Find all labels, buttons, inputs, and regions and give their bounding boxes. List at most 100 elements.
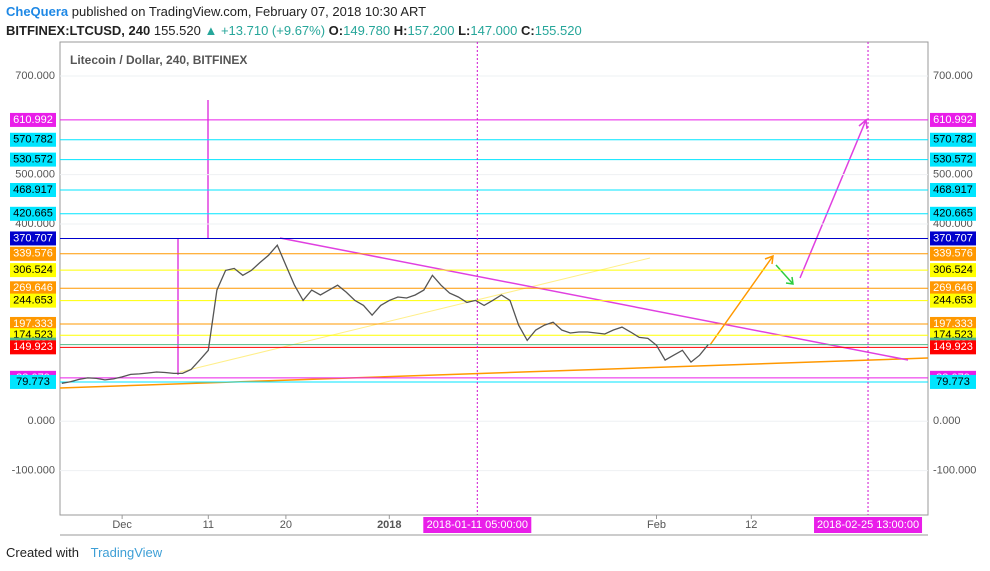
level-label: 244.653 xyxy=(13,295,53,307)
created-with: Created with xyxy=(6,545,79,560)
level-label: 197.333 xyxy=(933,318,973,330)
y-tick-label: 400.000 xyxy=(933,218,973,230)
level-badge xyxy=(10,281,56,296)
level-badge xyxy=(930,340,976,355)
level-label: 306.524 xyxy=(933,264,973,276)
crosshair-badge xyxy=(423,517,532,533)
level-label: 339.576 xyxy=(13,248,53,260)
level-badge xyxy=(10,152,56,167)
x-tick-label: 2018 xyxy=(377,519,401,531)
level-label: 420.665 xyxy=(933,208,973,220)
level-label: 244.653 xyxy=(933,295,973,307)
level-badge xyxy=(10,374,56,389)
y-tick-label: 700.000 xyxy=(933,70,973,82)
author[interactable]: CheQuera xyxy=(6,4,69,19)
brand[interactable]: TradingView xyxy=(90,545,163,560)
y-tick-label: 500.000 xyxy=(15,169,55,181)
crosshair-label: 2018-01-11 05:00:00 xyxy=(427,519,528,531)
y-tick-label: -100.000 xyxy=(933,465,976,477)
quote-line: BITFINEX:LTCUSD, 240 155.520 ▲ +13.710 (… xyxy=(6,23,582,38)
level-label: 370.707 xyxy=(13,232,53,244)
trend-line xyxy=(279,237,909,361)
level-badge xyxy=(930,132,976,147)
y-tick-label: 0.000 xyxy=(933,415,961,427)
level-label: 370.707 xyxy=(933,232,973,244)
level-label: 420.665 xyxy=(13,208,53,220)
level-label: 610.992 xyxy=(933,114,973,126)
open-key: O: xyxy=(328,23,344,38)
level-label: 269.646 xyxy=(13,282,53,294)
close: 155.520 xyxy=(534,23,582,38)
x-tick-label: 12 xyxy=(745,519,757,531)
change: +13.710 (+9.67%) xyxy=(220,23,326,38)
level-label: 197.333 xyxy=(13,318,53,330)
level-badge xyxy=(10,293,56,308)
plot-frame xyxy=(59,41,929,516)
drawings xyxy=(59,100,929,389)
low: 147.000 xyxy=(470,23,518,38)
y-tick-label: 400.000 xyxy=(15,218,55,230)
level-badge xyxy=(10,263,56,278)
footer: Created with TradingView xyxy=(6,545,162,560)
level-label: 610.992 xyxy=(13,114,53,126)
high-key: H: xyxy=(393,23,408,38)
x-tick-label: Dec xyxy=(112,519,132,531)
level-badge xyxy=(930,374,976,389)
level-badge xyxy=(930,183,976,198)
level-label: 530.572 xyxy=(933,154,973,166)
trend-line xyxy=(59,357,929,389)
publish-line: CheQuera published on TradingView.com, F… xyxy=(6,4,426,19)
level-badge xyxy=(10,132,56,147)
level-badge xyxy=(930,293,976,308)
level-badge xyxy=(10,316,56,331)
level-badge xyxy=(10,231,56,246)
level-badge xyxy=(930,231,976,246)
level-label: 79.773 xyxy=(936,376,970,388)
close-key: C: xyxy=(521,23,535,38)
level-badge xyxy=(930,246,976,261)
level-label: 79.773 xyxy=(16,376,50,388)
symbol: BITFINEX:LTCUSD, 240 xyxy=(6,23,151,38)
level-badge xyxy=(930,281,976,296)
level-badge xyxy=(10,340,56,355)
trend-line xyxy=(179,257,651,373)
level-label: 468.917 xyxy=(933,184,973,196)
level-badge xyxy=(930,152,976,167)
level-badge xyxy=(10,206,56,221)
level-label: 306.524 xyxy=(13,264,53,276)
crosshair-label: 2018-02-25 13:00:00 xyxy=(817,519,919,531)
level-label: 530.572 xyxy=(13,154,53,166)
level-label: 570.782 xyxy=(13,134,53,146)
level-label: 468.917 xyxy=(13,184,53,196)
high: 157.200 xyxy=(407,23,455,38)
crosshair-badge xyxy=(814,517,923,533)
level-label: 269.646 xyxy=(933,282,973,294)
arrow xyxy=(775,264,794,285)
x-tick-label: 20 xyxy=(280,519,292,531)
change-arrow: ▲ xyxy=(204,23,218,38)
low-key: L: xyxy=(458,23,471,38)
level-label: 149.923 xyxy=(933,341,973,353)
level-badge xyxy=(10,112,56,127)
x-tick-label: Feb xyxy=(647,519,666,531)
level-badge xyxy=(930,206,976,221)
level-label: 149.923 xyxy=(13,341,53,353)
x-tick-label: 11 xyxy=(203,519,214,531)
level-badge xyxy=(930,263,976,278)
level-badge xyxy=(10,183,56,198)
published: published on TradingView.com, February 0… xyxy=(71,4,427,19)
open: 149.780 xyxy=(343,23,391,38)
price-line xyxy=(61,243,709,384)
level-label: 339.576 xyxy=(933,248,973,260)
last: 155.520 xyxy=(153,23,201,38)
y-tick-label: -100.000 xyxy=(12,465,55,477)
y-tick-label: 500.000 xyxy=(933,169,973,181)
level-badge xyxy=(930,112,976,127)
level-label: 570.782 xyxy=(933,134,973,146)
y-tick-label: 700.000 xyxy=(15,70,55,82)
chart-title: Litecoin / Dollar, 240, BITFINEX xyxy=(70,53,247,67)
level-badge xyxy=(10,246,56,261)
y-tick-label: 0.000 xyxy=(27,415,55,427)
